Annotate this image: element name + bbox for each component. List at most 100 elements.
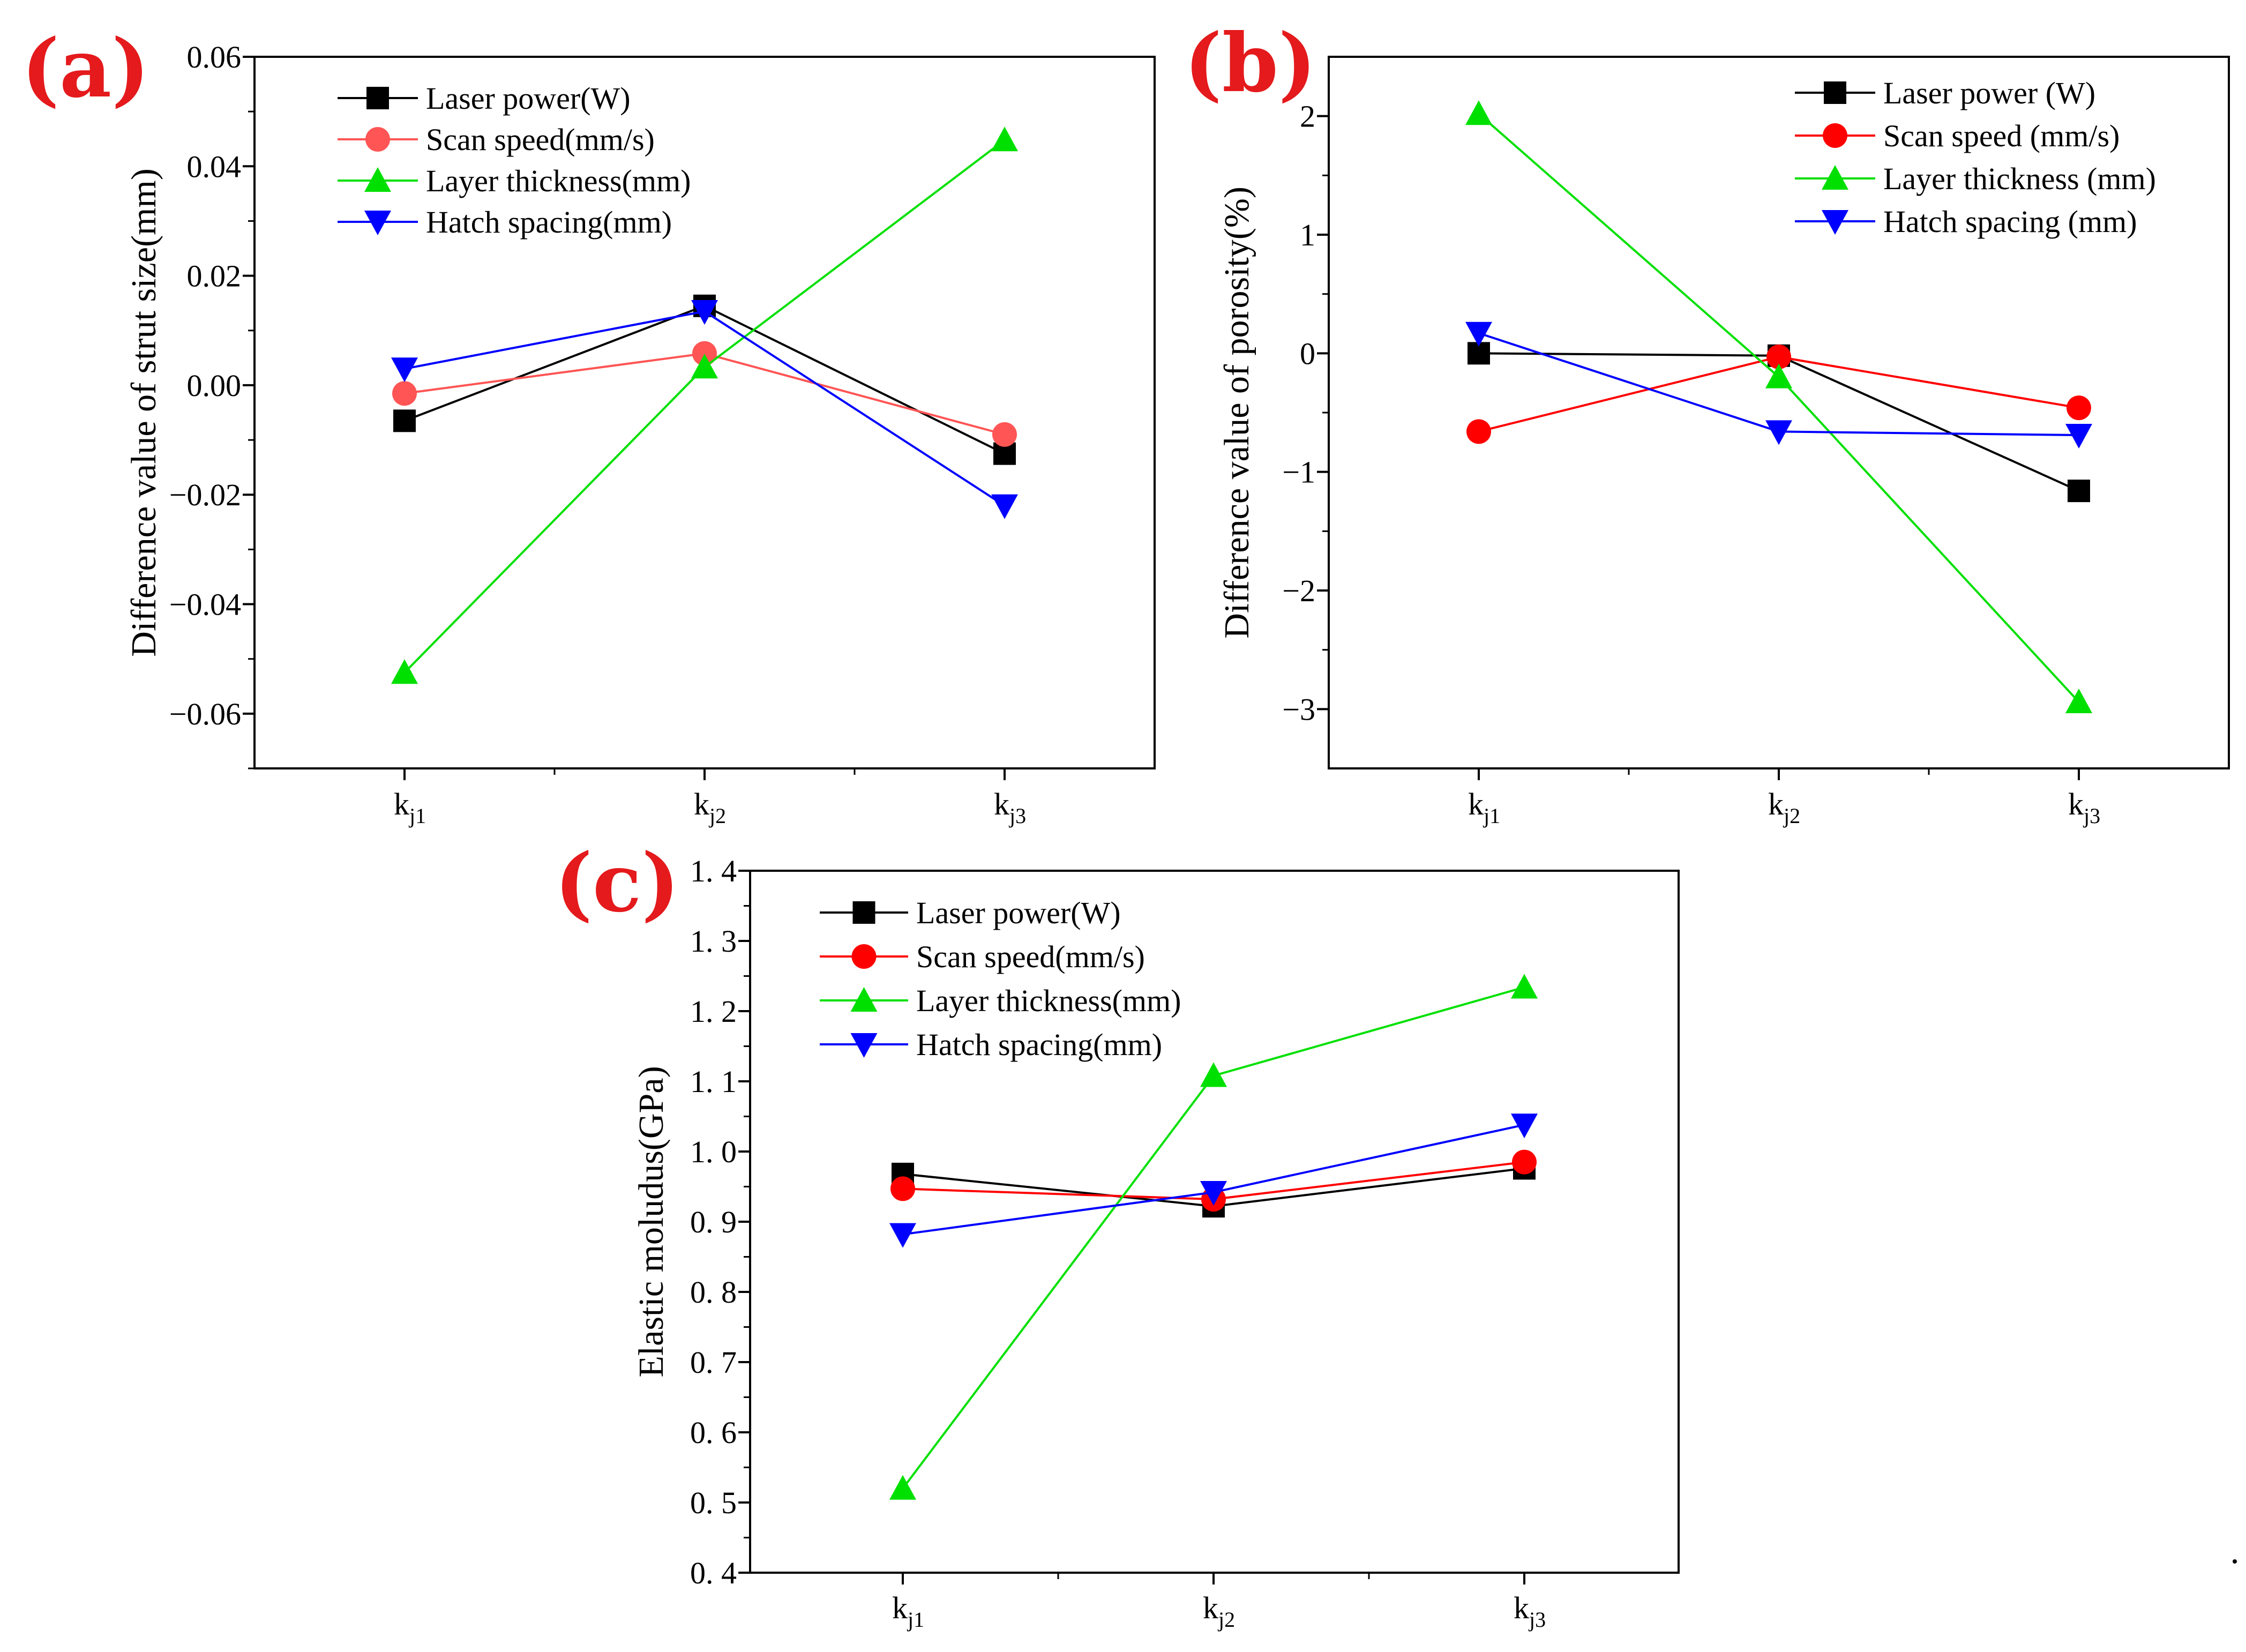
data-point xyxy=(2068,480,2090,503)
panel-c-plot-frame xyxy=(749,870,1680,1574)
y-tick-label: 0. 4 xyxy=(690,1556,737,1590)
y-tick-label: 1. 0 xyxy=(690,1134,737,1169)
panel-b: (b) Difference value of porosity(%) −3 −2… xyxy=(1184,16,2230,828)
x-tick-label: kj1 xyxy=(394,787,426,828)
legend-label: Hatch spacing(mm) xyxy=(916,1027,1162,1062)
panel-b-x-ticks: kj1 kj2 kj3 xyxy=(1468,768,2100,828)
y-tick-label: 2 xyxy=(1300,99,1315,134)
legend-item: Hatch spacing(mm) xyxy=(820,1027,1162,1062)
y-tick-label: 0.04 xyxy=(187,149,242,184)
panel-b-legend: Laser power (W) Scan speed (mm/s) Layer th… xyxy=(1795,76,2156,239)
legend-marker xyxy=(850,987,878,1012)
series-2 xyxy=(391,126,1018,684)
legend-item: Hatch spacing(mm) xyxy=(338,205,672,240)
y-tick-label: 1. 3 xyxy=(690,924,737,959)
series-2 xyxy=(889,974,1538,1500)
series-2 xyxy=(1465,100,2092,714)
legend-label: Scan speed (mm/s) xyxy=(1883,118,2120,153)
legend-item: Layer thickness(mm) xyxy=(338,163,691,198)
data-point xyxy=(1200,1180,1227,1206)
x-tick-label: kj3 xyxy=(1514,1590,1546,1632)
panel-a-series xyxy=(391,126,1018,684)
series-3 xyxy=(889,1113,1538,1248)
data-point xyxy=(2067,395,2091,421)
panel-c-x-ticks: kj1 kj2 kj3 xyxy=(892,1573,1546,1632)
panel-a-plot-frame xyxy=(253,56,1156,769)
y-tick-label: 0. 5 xyxy=(690,1485,737,1520)
legend-item: Scan speed(mm/s) xyxy=(820,939,1145,974)
data-point xyxy=(691,354,718,379)
data-point xyxy=(1511,1113,1538,1139)
data-point xyxy=(991,494,1018,519)
data-point xyxy=(1465,322,1492,347)
y-tick-label: 1. 4 xyxy=(690,854,737,888)
legend-marker xyxy=(1824,81,1846,104)
y-tick-label: −0.02 xyxy=(169,477,241,512)
panel-c-legend: Laser power(W) Scan speed(mm/s) Layer thic… xyxy=(820,895,1181,1062)
panel-a-y-ticks: −0.06 −0.04 −0.02 0.00 0.02 0.04 0.06 xyxy=(169,40,254,769)
panel-a-x-ticks: kj1 kj2 kj3 xyxy=(394,768,1026,828)
data-point xyxy=(1766,344,1791,369)
panel-c-series xyxy=(889,974,1538,1500)
data-point xyxy=(1512,1149,1537,1175)
data-point xyxy=(991,126,1018,152)
data-point xyxy=(393,409,416,432)
legend-item: Scan speed (mm/s) xyxy=(1795,118,2120,153)
data-point xyxy=(1511,974,1538,999)
y-tick-label: 0. 9 xyxy=(690,1205,737,1239)
panel-b-series xyxy=(1465,100,2092,714)
x-tick-label: kj3 xyxy=(994,787,1026,828)
y-tick-label: 0. 6 xyxy=(690,1415,737,1450)
x-tick-label: kj2 xyxy=(1203,1590,1235,1632)
data-point xyxy=(2065,689,2092,714)
data-point xyxy=(992,422,1017,447)
data-point xyxy=(392,381,417,406)
legend-label: Scan speed(mm/s) xyxy=(916,939,1145,974)
data-point xyxy=(1465,100,1492,125)
y-tick-label: −3 xyxy=(1282,692,1315,727)
legend-label: Laser power(W) xyxy=(426,81,631,116)
data-point xyxy=(1466,419,1491,444)
panel-a-y-axis-title: Difference value of strut size(mm) xyxy=(124,168,163,656)
data-point xyxy=(391,659,418,684)
series-1 xyxy=(1466,344,2091,444)
legend-label: Laser power (W) xyxy=(1883,76,2095,110)
series-line xyxy=(404,304,1005,455)
panel-c-y-ticks: 0. 4 0. 5 0. 6 0. 7 0. 8 0. 9 1. 0 1. 1 1. 2 1. 3… xyxy=(690,854,750,1590)
legend-marker xyxy=(364,211,391,235)
panel-b-y-ticks: −3 −2 −1 0 1 2 xyxy=(1282,99,1329,727)
legend-item: Layer thickness (mm) xyxy=(1795,161,2156,196)
y-tick-label: 0.02 xyxy=(187,259,242,294)
x-tick-label: kj1 xyxy=(1468,787,1500,828)
y-tick-label: −0.04 xyxy=(169,587,241,622)
panel-c-y-axis-title: Elastic moludus(GPa) xyxy=(632,1066,671,1377)
x-tick-label: kj2 xyxy=(1768,787,1800,828)
data-point xyxy=(1200,1062,1227,1087)
data-point xyxy=(1765,420,1792,445)
legend-item: Scan speed(mm/s) xyxy=(338,122,655,157)
legend-label: Laser power(W) xyxy=(916,895,1121,930)
data-point xyxy=(890,1176,915,1201)
stray-dot xyxy=(2233,1559,2237,1564)
legend-label: Scan speed(mm/s) xyxy=(426,122,655,157)
x-tick-label: kj1 xyxy=(892,1590,924,1632)
y-tick-label: 0. 8 xyxy=(690,1275,737,1310)
y-tick-label: 0 xyxy=(1300,336,1315,371)
legend-label: Layer thickness (mm) xyxy=(1883,161,2156,196)
data-point xyxy=(889,1475,916,1500)
y-tick-label: 0.06 xyxy=(187,40,242,74)
legend-label: Hatch spacing(mm) xyxy=(426,205,672,240)
legend-marker xyxy=(365,127,390,152)
legend-marker xyxy=(366,87,389,109)
legend-label: Layer thickness(mm) xyxy=(916,983,1181,1018)
data-point xyxy=(889,1223,916,1248)
legend-marker xyxy=(1822,210,1848,235)
series-3 xyxy=(391,300,1018,519)
y-tick-label: 0.00 xyxy=(187,368,242,403)
legend-item: Laser power(W) xyxy=(820,895,1121,930)
legend-marker xyxy=(1823,123,1847,148)
panel-a: (a) Difference value of strut size(mm) −… xyxy=(21,21,1156,828)
y-tick-label: −0.06 xyxy=(169,697,241,731)
legend-marker xyxy=(364,167,391,192)
legend-item: Laser power (W) xyxy=(1795,76,2095,110)
